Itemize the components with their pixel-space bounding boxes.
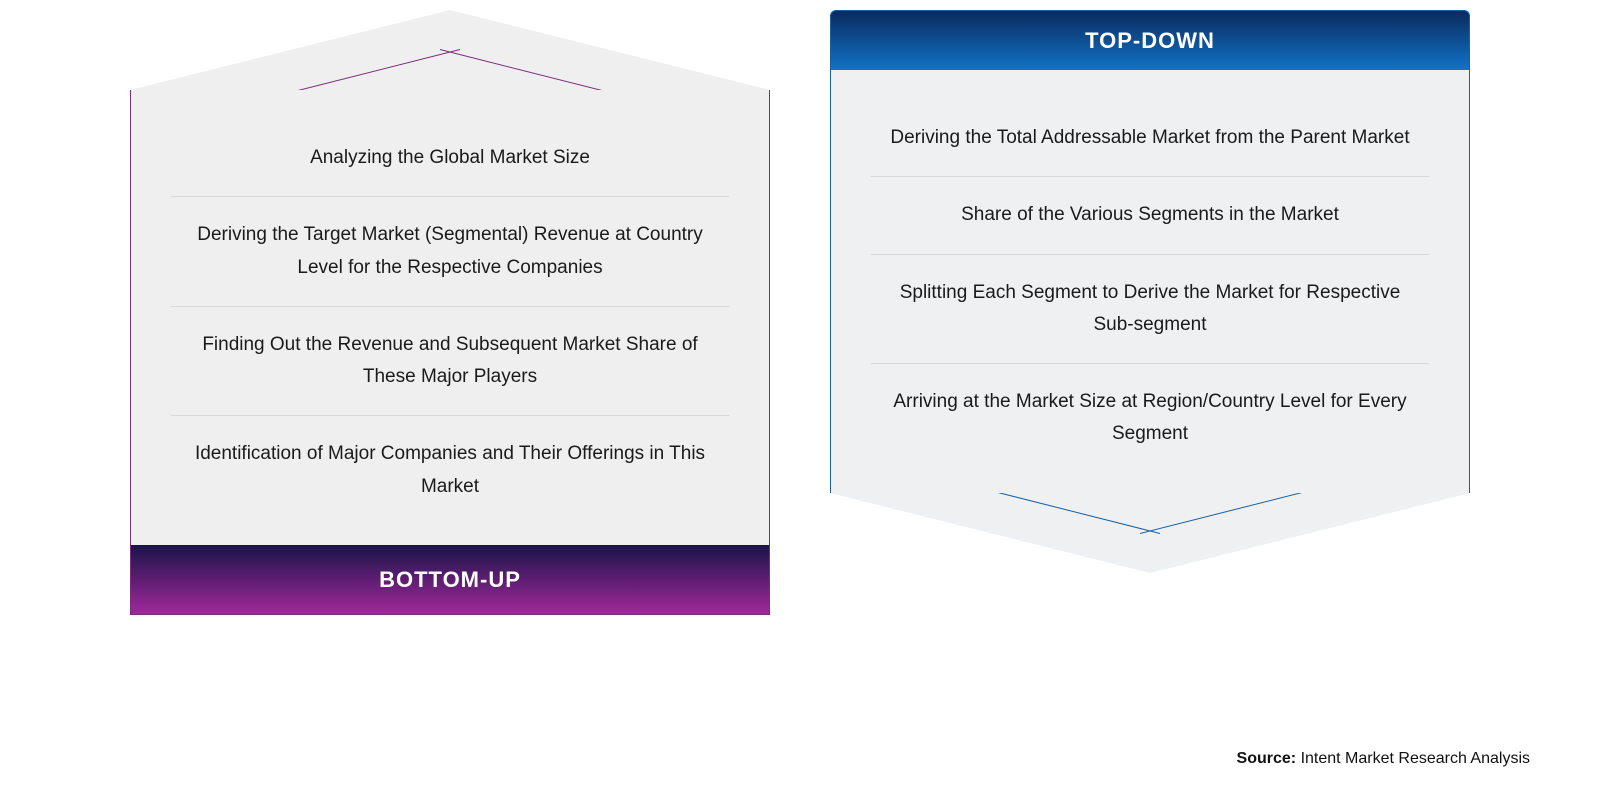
top-down-item: Arriving at the Market Size at Region/Co… [871,364,1429,473]
source-attribution: Source: Intent Market Research Analysis [1237,750,1530,768]
bottom-up-item: Analyzing the Global Market Size [171,120,729,196]
source-label: Source: [1237,750,1297,767]
bottom-up-item: Deriving the Target Market (Segmental) R… [171,197,729,306]
bottom-up-item: Identification of Major Companies and Th… [171,416,729,525]
bottom-up-panel: Analyzing the Global Market Size Derivin… [130,10,770,615]
top-down-item: Deriving the Total Addressable Market fr… [871,100,1429,176]
top-down-item: Splitting Each Segment to Derive the Mar… [871,255,1429,364]
diagram-container: Analyzing the Global Market Size Derivin… [0,0,1600,615]
bottom-up-body: Analyzing the Global Market Size Derivin… [130,90,770,545]
top-down-body: Deriving the Total Addressable Market fr… [830,70,1470,493]
top-down-title: TOP-DOWN [830,10,1470,70]
source-text: Intent Market Research Analysis [1301,750,1530,767]
top-down-panel: TOP-DOWN Deriving the Total Addressable … [830,10,1470,615]
top-down-item: Share of the Various Segments in the Mar… [871,177,1429,253]
bottom-up-title: BOTTOM-UP [130,545,770,615]
bottom-up-item: Finding Out the Revenue and Subsequent M… [171,307,729,416]
